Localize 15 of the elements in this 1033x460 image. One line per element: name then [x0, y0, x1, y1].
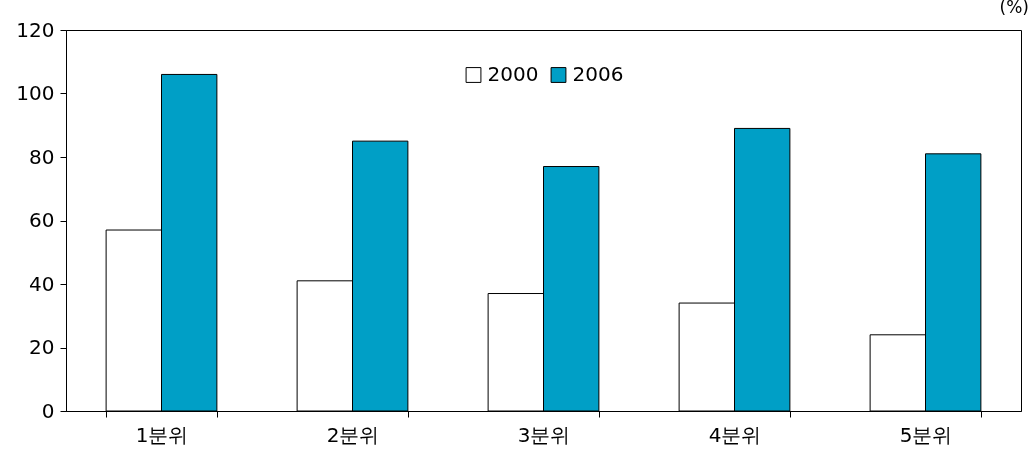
x-tick-label: 5분위: [899, 422, 953, 447]
y-tick-label: 20: [29, 335, 55, 359]
x-tick-label: 3분위: [517, 422, 571, 447]
legend-label: 2006: [572, 62, 624, 86]
x-tick-label: 1분위: [135, 422, 189, 447]
x-tick-label: 4분위: [708, 422, 762, 447]
y-tick-label: 0: [41, 398, 55, 423]
legend-label: 2000: [487, 62, 539, 86]
y-tick-label: 60: [29, 208, 55, 232]
text: (%): [999, 0, 1029, 17]
y-tick-label: 100: [16, 81, 55, 105]
x-tick-label: 2분위: [326, 422, 380, 447]
y-tick-label: 40: [29, 271, 55, 296]
y-tick-label: 80: [29, 144, 55, 169]
y-tick-label: 120: [16, 17, 55, 42]
